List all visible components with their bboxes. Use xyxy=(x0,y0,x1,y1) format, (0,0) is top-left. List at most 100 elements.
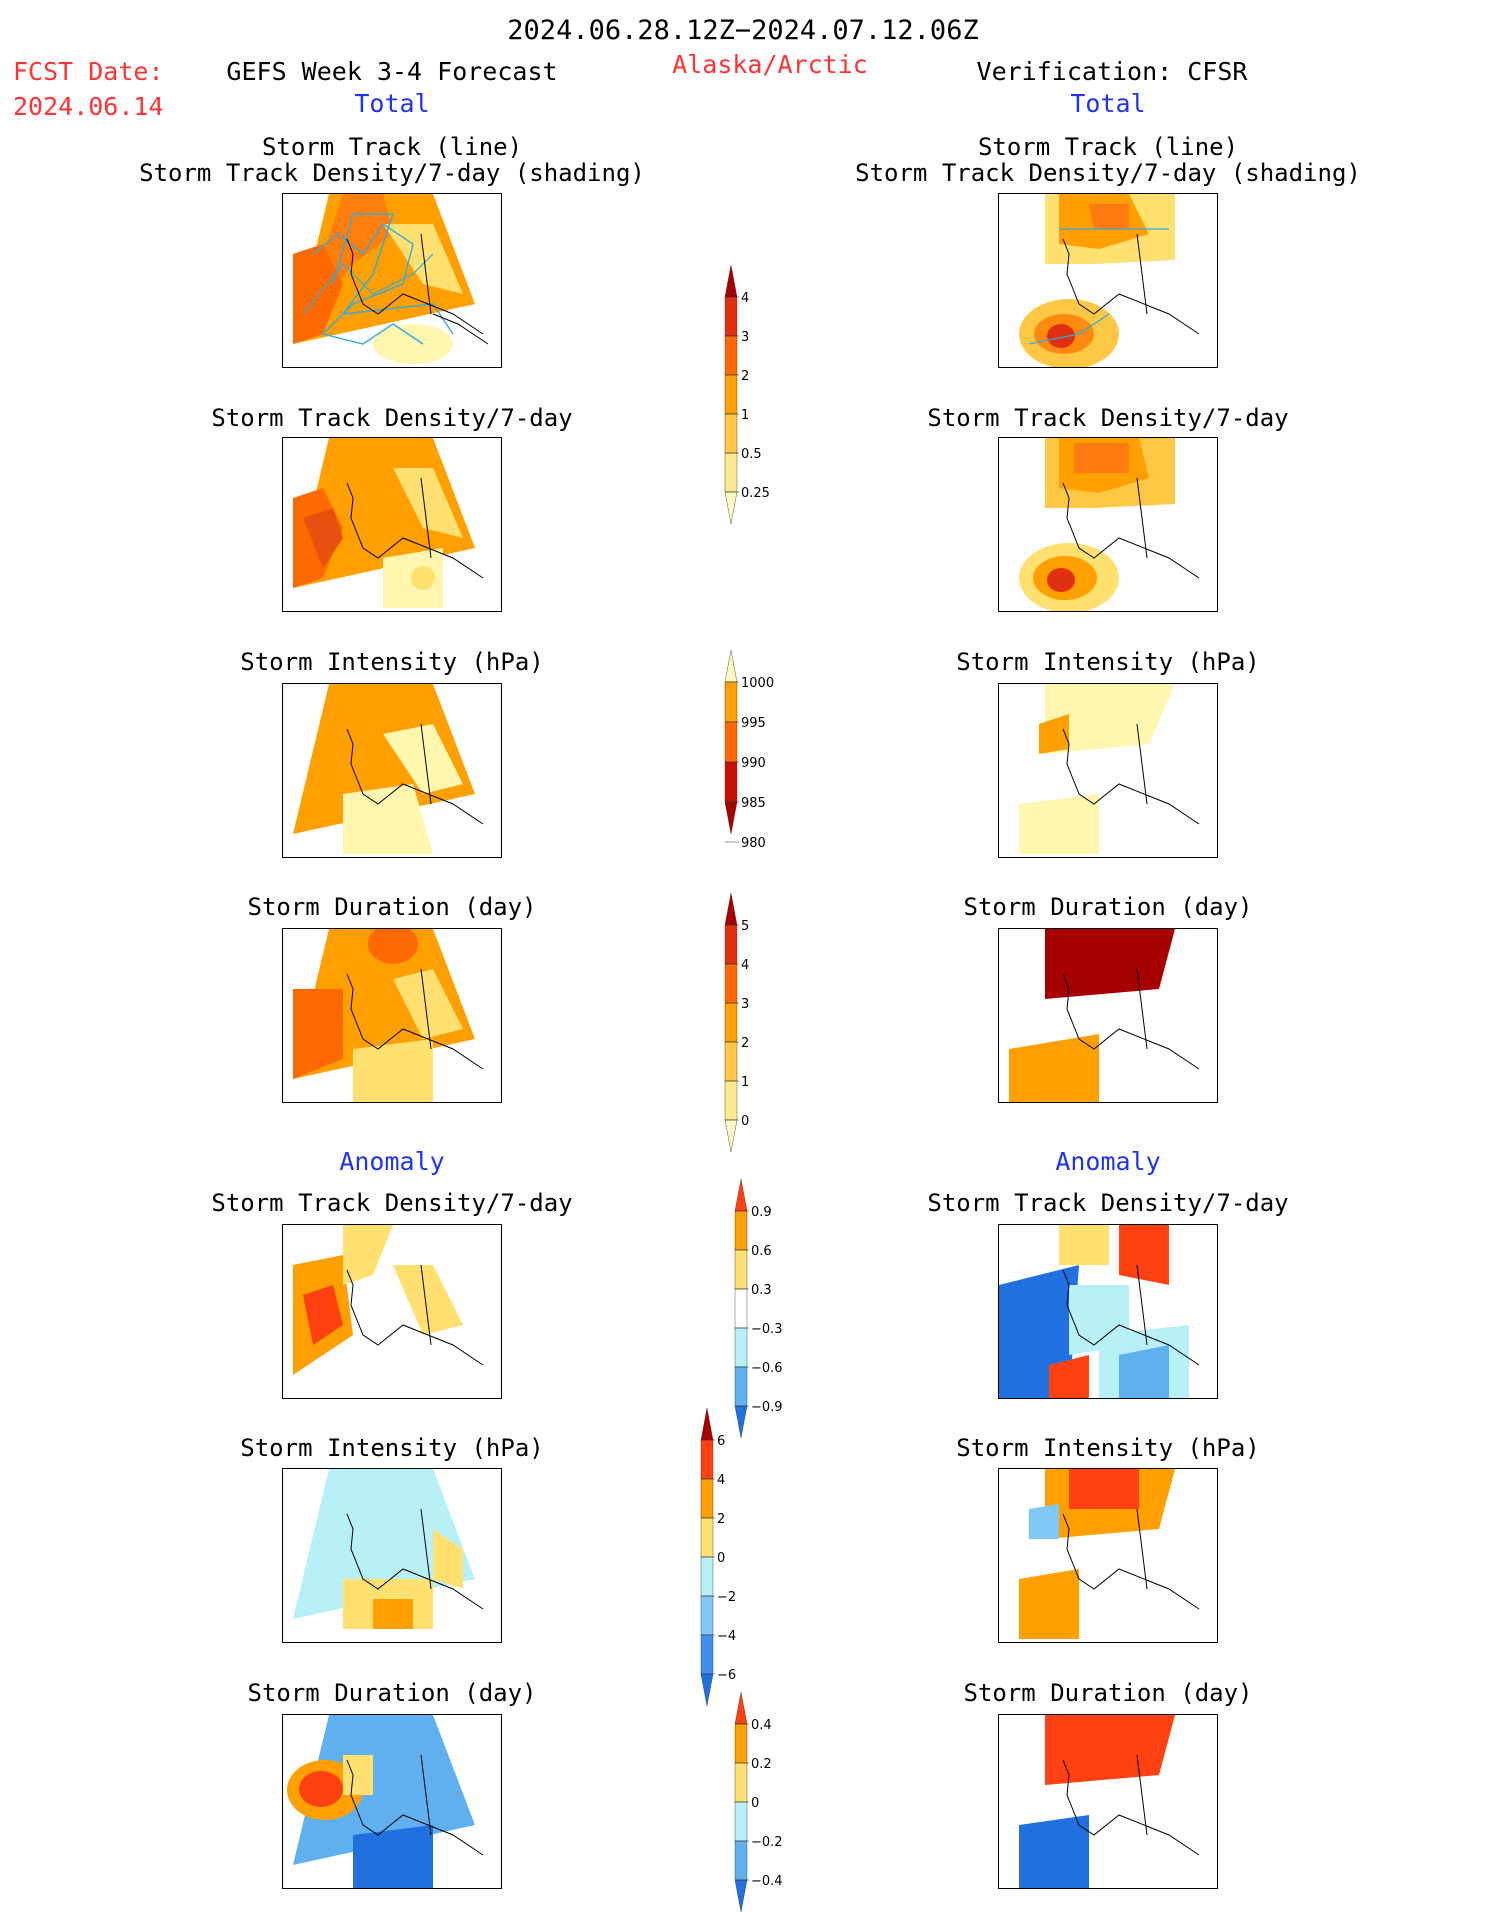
colorbar-segment xyxy=(734,1840,748,1881)
colorbar-tick-label: 3 xyxy=(741,997,749,1012)
colorbar-segment xyxy=(734,1210,748,1251)
map-left-duration-total xyxy=(282,928,502,1103)
colorbar-tick-label: 995 xyxy=(741,716,766,731)
fcst-date-label: FCST Date: xyxy=(13,57,164,86)
right-p3-title: Storm Intensity (hPa) xyxy=(956,648,1260,676)
colorbar-segment xyxy=(724,963,738,1004)
colorbar-tick-label: 0.9 xyxy=(751,1205,772,1220)
map-right-duration-total xyxy=(998,928,1218,1103)
colorbar-segment xyxy=(724,801,738,835)
colorbar-segment xyxy=(734,1366,748,1407)
left-p3-title: Storm Intensity (hPa) xyxy=(240,648,544,676)
colorbar-tick-label: 2 xyxy=(741,1036,749,1051)
colorbar-tick-label: −0.3 xyxy=(751,1322,783,1337)
left-model-title: GEFS Week 3-4 Forecast xyxy=(226,57,558,86)
colorbar-tick-label: 2 xyxy=(741,369,749,384)
right-total-label: Total xyxy=(1070,89,1146,118)
map-left-density-total xyxy=(282,437,502,612)
colorbar-segment xyxy=(724,1119,738,1153)
colorbar-segment xyxy=(724,452,738,493)
colorbar-segment xyxy=(700,1517,714,1558)
map-left-duration-anom xyxy=(282,1714,502,1889)
colorbar-segment xyxy=(734,1879,748,1913)
left-p1-title-line1: Storm Track (line) xyxy=(261,133,523,161)
right-p7-title: Storm Duration (day) xyxy=(963,1679,1253,1707)
colorbar-tick-label: −0.9 xyxy=(751,1400,783,1415)
colorbar-tick-label: −4 xyxy=(717,1629,736,1644)
colorbar-segment xyxy=(724,924,738,965)
colorbar-tick-label: 3 xyxy=(741,330,749,345)
colorbar-intensity-anom: 6 4 2 0 −2 −4 −6 xyxy=(700,1407,771,1710)
right-anomaly-label: Anomaly xyxy=(1055,1147,1161,1176)
colorbar-segment xyxy=(724,892,738,926)
colorbar-segment xyxy=(724,721,738,763)
colorbar-density-anom: 0.9 0.6 0.3 −0.3 −0.6 −0.9 xyxy=(734,1178,805,1442)
colorbar-segment xyxy=(700,1673,714,1707)
map-left-storm-track xyxy=(282,193,502,368)
colorbar-segment xyxy=(724,296,738,337)
map-right-density-anom xyxy=(998,1224,1218,1399)
colorbar-tick-label: 0 xyxy=(717,1551,725,1566)
colorbar-segment xyxy=(724,413,738,454)
colorbar-segment xyxy=(724,1041,738,1082)
map-right-intensity-total xyxy=(998,683,1218,858)
colorbar-segment xyxy=(734,1691,748,1725)
right-model-title: Verification: CFSR xyxy=(976,57,1248,86)
colorbar-segment xyxy=(724,264,738,298)
colorbar-segment xyxy=(734,1178,748,1212)
colorbar-tick-label: 0.6 xyxy=(751,1244,772,1259)
colorbar-tick-label: −2 xyxy=(717,1590,736,1605)
colorbar-segment xyxy=(700,1556,714,1597)
colorbar-tick-label: −0.2 xyxy=(751,1835,783,1850)
colorbar-tick-label: 0.3 xyxy=(751,1283,772,1298)
left-p1-title-line2: Storm Track Density/7-day (shading) xyxy=(139,159,645,187)
colorbar-tick-label: 5 xyxy=(741,919,749,934)
colorbar-tick-label: 0.5 xyxy=(741,447,762,462)
colorbar-segment xyxy=(724,649,738,683)
region-title: Alaska/Arctic xyxy=(672,50,868,79)
colorbar-segment xyxy=(734,1723,748,1764)
colorbar-segment xyxy=(700,1439,714,1480)
colorbar-tick-label: 985 xyxy=(741,796,766,811)
left-anomaly-label: Anomaly xyxy=(339,1147,445,1176)
left-p5-title: Storm Track Density/7-day xyxy=(211,1189,573,1217)
colorbar-segment xyxy=(700,1595,714,1636)
map-right-storm-track xyxy=(998,193,1218,368)
colorbar-segment xyxy=(734,1801,748,1842)
colorbar-segment xyxy=(700,1634,714,1675)
colorbar-tick-label: −0.4 xyxy=(751,1874,783,1889)
map-right-intensity-anom xyxy=(998,1468,1218,1643)
right-p4-title: Storm Duration (day) xyxy=(963,893,1253,921)
colorbar-segment xyxy=(734,1762,748,1803)
colorbar-tick-label: 0 xyxy=(741,1114,749,1129)
colorbar-tick-label: 980 xyxy=(741,836,766,851)
right-p5-title: Storm Track Density/7-day xyxy=(927,1189,1289,1217)
colorbar-segment xyxy=(700,1407,714,1441)
left-p4-title: Storm Duration (day) xyxy=(247,893,537,921)
fcst-date-value: 2024.06.14 xyxy=(13,92,164,121)
colorbar-tick-label: −0.6 xyxy=(751,1361,783,1376)
colorbar-segment xyxy=(724,681,738,723)
right-p6-title: Storm Intensity (hPa) xyxy=(956,1434,1260,1462)
colorbar-duration-total: 5 4 3 2 1 0 xyxy=(724,892,795,1156)
colorbar-segment xyxy=(724,374,738,415)
colorbar-intensity-total: 1000 995 990 985 980 xyxy=(724,649,795,851)
left-p7-title: Storm Duration (day) xyxy=(247,1679,537,1707)
colorbar-segment xyxy=(734,1327,748,1368)
map-left-density-anom xyxy=(282,1224,502,1399)
colorbar-tick-label: 990 xyxy=(741,756,766,771)
period-title: 2024.06.28.12Z−2024.07.12.06Z xyxy=(507,15,979,46)
colorbar-tick-label: 4 xyxy=(717,1473,725,1488)
colorbar-segment xyxy=(724,761,738,803)
right-p2-title: Storm Track Density/7-day xyxy=(927,404,1289,432)
colorbar-segment xyxy=(724,1002,738,1043)
colorbar-tick-label: 4 xyxy=(741,291,749,306)
colorbar-tick-label: 0 xyxy=(751,1796,759,1811)
colorbar-tick-label: 0.4 xyxy=(751,1718,772,1733)
map-left-intensity-total xyxy=(282,683,502,858)
right-p1-title-line1: Storm Track (line) xyxy=(977,133,1239,161)
map-left-intensity-anom xyxy=(282,1468,502,1643)
colorbar-tick-label: 4 xyxy=(741,958,749,973)
colorbar-tick-label: 1 xyxy=(741,1075,749,1090)
colorbar-density-total: 4 3 2 1 0.5 0.25 xyxy=(724,264,795,528)
